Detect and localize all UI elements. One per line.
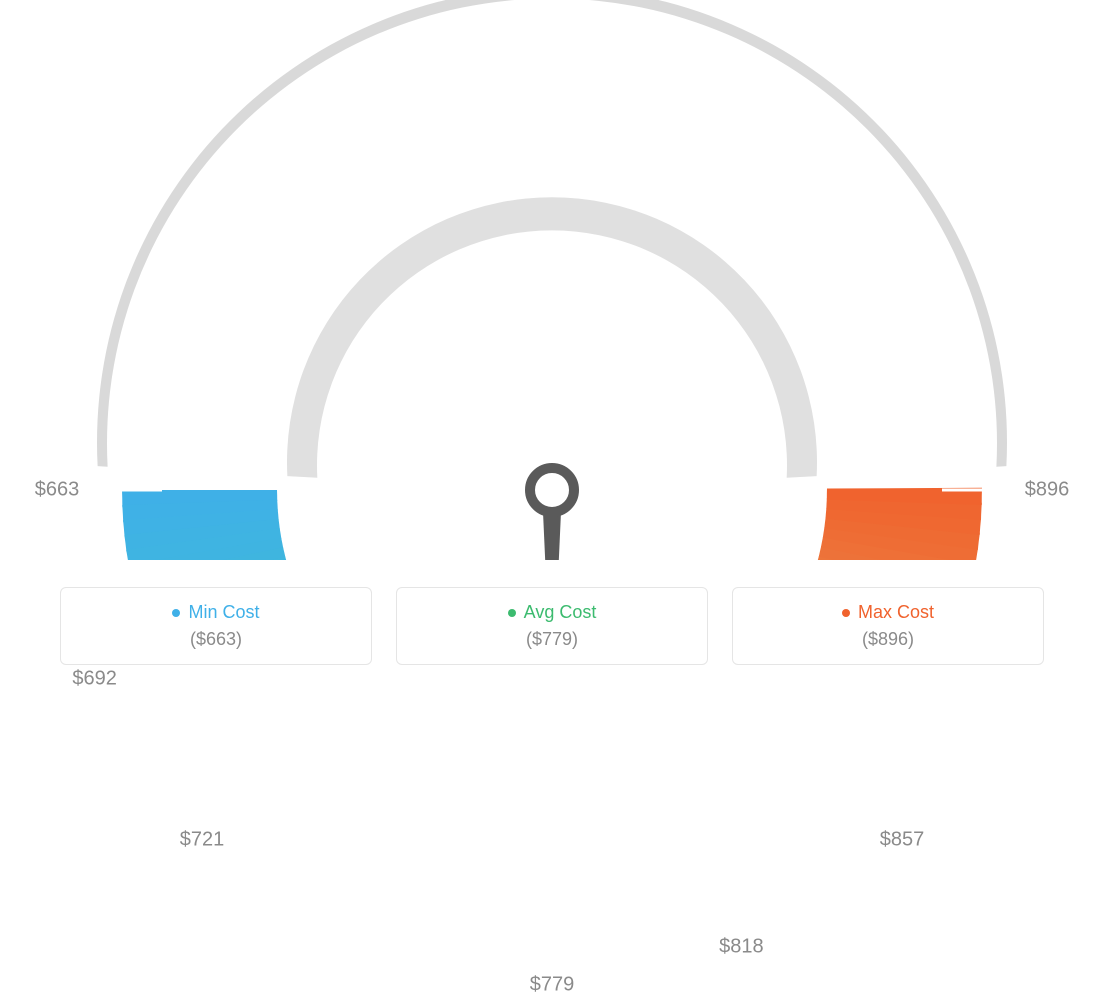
gauge-tick-label: $896 [1025,479,1070,502]
dot-icon [508,609,516,617]
gauge-tick-label: $721 [180,829,225,852]
dot-icon [172,609,180,617]
legend-value-min: ($663) [190,629,242,650]
gauge-tick-label: $857 [880,829,925,852]
legend-card-min: Min Cost ($663) [60,587,372,665]
legend-value-max: ($896) [862,629,914,650]
legend-title-text: Min Cost [188,602,259,623]
legend-title-text: Avg Cost [524,602,597,623]
legend-card-max: Max Cost ($896) [732,587,1044,665]
legend-title-text: Max Cost [858,602,934,623]
legend-title-max: Max Cost [842,602,934,623]
legend-card-avg: Avg Cost ($779) [396,587,708,665]
legend-title-min: Min Cost [172,602,259,623]
dot-icon [842,609,850,617]
gauge-svg [0,0,1104,560]
legend-row: Min Cost ($663) Avg Cost ($779) Max Cost… [0,587,1104,665]
gauge-tick-label: $663 [35,479,80,502]
gauge-tick-label: $818 [719,936,764,959]
legend-value-avg: ($779) [526,629,578,650]
gauge-tick-label: $692 [72,668,117,691]
gauge-tick-label: $779 [530,974,575,997]
gauge-chart: $663$692$721$779$818$857$896 [0,0,1104,560]
legend-title-avg: Avg Cost [508,602,597,623]
